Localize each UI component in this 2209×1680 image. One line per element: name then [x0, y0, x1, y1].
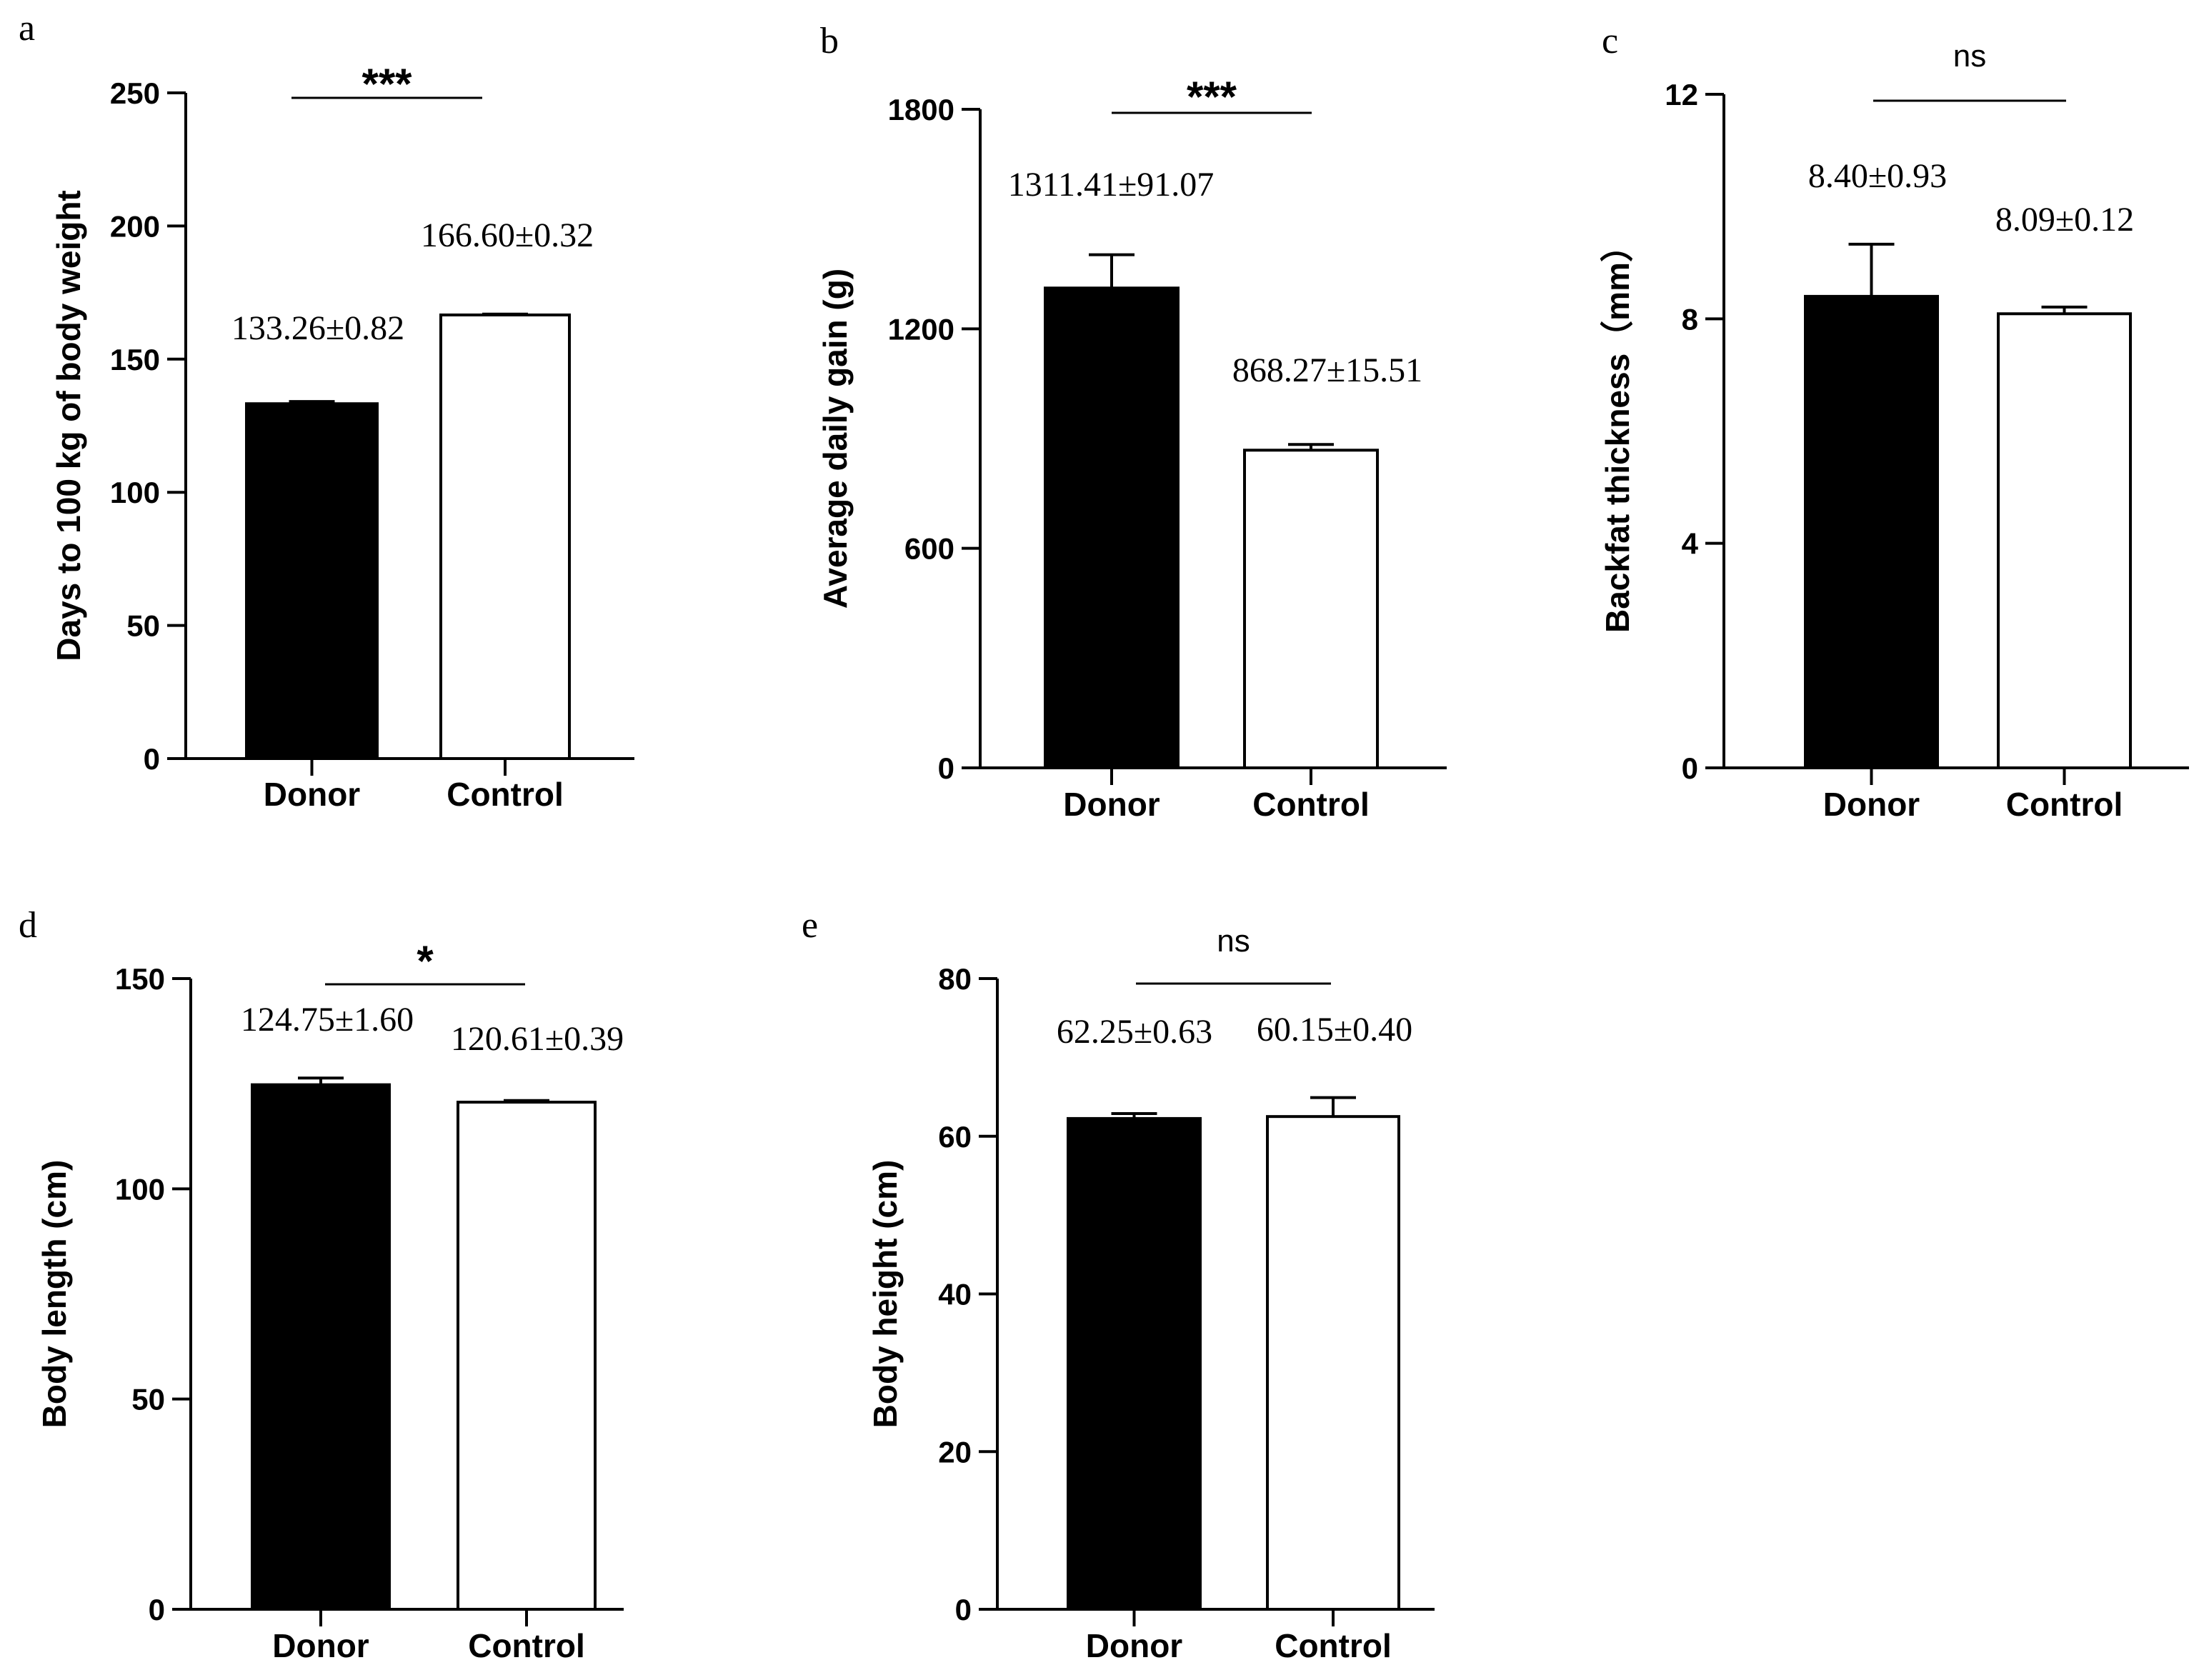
- bar-control: [1997, 312, 2132, 770]
- y-tick-label: 0: [955, 1593, 972, 1626]
- y-tick-label: 250: [110, 76, 160, 110]
- data-label: 133.26±0.82: [231, 309, 404, 347]
- panel-letter: a: [19, 8, 35, 49]
- significance-label: ***: [1187, 73, 1237, 121]
- bar-control: [1266, 1115, 1400, 1611]
- y-axis-label: Average daily gain (g): [817, 269, 854, 609]
- data-label: 8.09±0.12: [1995, 201, 2134, 239]
- y-tick-label: 50: [131, 1383, 165, 1416]
- significance-label: ns: [1953, 39, 1986, 74]
- panel-letter: d: [19, 905, 37, 946]
- panel-c: c 0 4 8 12 Backfat thickness（mm） Donor 8.40±0.9…: [1599, 21, 2189, 823]
- y-tick-label: 100: [115, 1172, 165, 1206]
- panel-e: e 0 20 40 60 80 Body height (cm) Donor 62.25±0.6…: [802, 905, 1435, 1664]
- data-label: 166.60±0.32: [421, 216, 594, 254]
- x-tick-label: Donor: [1823, 786, 1920, 823]
- y-tick-label: 12: [1665, 78, 1698, 111]
- data-label: 1311.41±91.07: [1008, 166, 1215, 204]
- x-tick-label: Donor: [1063, 786, 1160, 823]
- panel-b: b 0 600 1200 1800 Average daily gain (g) Donor…: [817, 21, 1447, 823]
- bar-donor: [1804, 294, 1939, 769]
- y-tick-label: 0: [144, 742, 160, 776]
- significance-label: *: [417, 937, 434, 985]
- y-tick-label: 40: [938, 1278, 972, 1311]
- significance-label: ***: [361, 60, 412, 108]
- y-tick-label: 200: [110, 209, 160, 243]
- bar-donor: [245, 402, 379, 760]
- x-tick-label: Control: [1275, 1627, 1392, 1664]
- y-axis-label: Body length (cm): [36, 1160, 73, 1429]
- y-axis-label: Body height (cm): [867, 1160, 904, 1429]
- y-tick-label: 600: [904, 532, 954, 566]
- data-label: 124.75±1.60: [241, 1001, 414, 1039]
- y-tick-label: 0: [938, 751, 954, 785]
- panel-d: d 0 50 100 150 Body length (cm) Donor 124.75±1.…: [19, 905, 624, 1664]
- panel-letter: c: [1602, 21, 1618, 61]
- y-tick-label: 0: [1682, 751, 1698, 785]
- x-tick-label: Donor: [272, 1627, 369, 1664]
- x-tick-label: Control: [468, 1627, 585, 1664]
- y-tick-label: 60: [938, 1120, 972, 1154]
- significance-label: ns: [1217, 924, 1250, 959]
- y-tick-label: 1800: [888, 93, 954, 126]
- y-tick-label: 80: [938, 962, 972, 996]
- data-label: 62.25±0.63: [1057, 1013, 1212, 1051]
- x-tick-label: Donor: [264, 776, 361, 813]
- y-tick-label: 4: [1682, 527, 1699, 561]
- data-label: 8.40±0.93: [1808, 157, 1947, 195]
- bar-control: [1243, 449, 1379, 769]
- y-tick-label: 20: [938, 1435, 972, 1469]
- y-tick-label: 50: [126, 609, 160, 643]
- x-tick-label: Donor: [1086, 1627, 1183, 1664]
- y-tick-label: 8: [1682, 302, 1698, 336]
- y-tick-label: 100: [110, 476, 160, 509]
- bar-donor: [1067, 1116, 1202, 1611]
- data-label: 60.15±0.40: [1257, 1011, 1412, 1049]
- bar-control: [457, 1101, 597, 1611]
- y-axis-label: Days to 100 kg of body weight: [50, 190, 87, 661]
- y-axis-label: Backfat thickness（mm）: [1599, 229, 1636, 633]
- data-label: 120.61±0.39: [451, 1020, 624, 1058]
- y-tick-label: 1200: [888, 312, 954, 346]
- data-label: 868.27±15.51: [1232, 351, 1422, 389]
- y-tick-label: 150: [110, 343, 160, 376]
- panel-letter: b: [820, 21, 839, 61]
- x-tick-label: Control: [1252, 786, 1370, 823]
- panel-letter: e: [802, 905, 818, 946]
- y-tick-label: 150: [115, 962, 165, 996]
- x-tick-label: Control: [447, 776, 564, 813]
- panel-a: a 0 50 100 150 200 250 Days to 100 kg of body w…: [19, 8, 634, 813]
- bar-donor: [1044, 286, 1180, 769]
- x-tick-label: Control: [2006, 786, 2123, 823]
- bar-donor: [251, 1083, 391, 1611]
- y-tick-label: 0: [149, 1593, 165, 1626]
- bar-control: [439, 313, 571, 760]
